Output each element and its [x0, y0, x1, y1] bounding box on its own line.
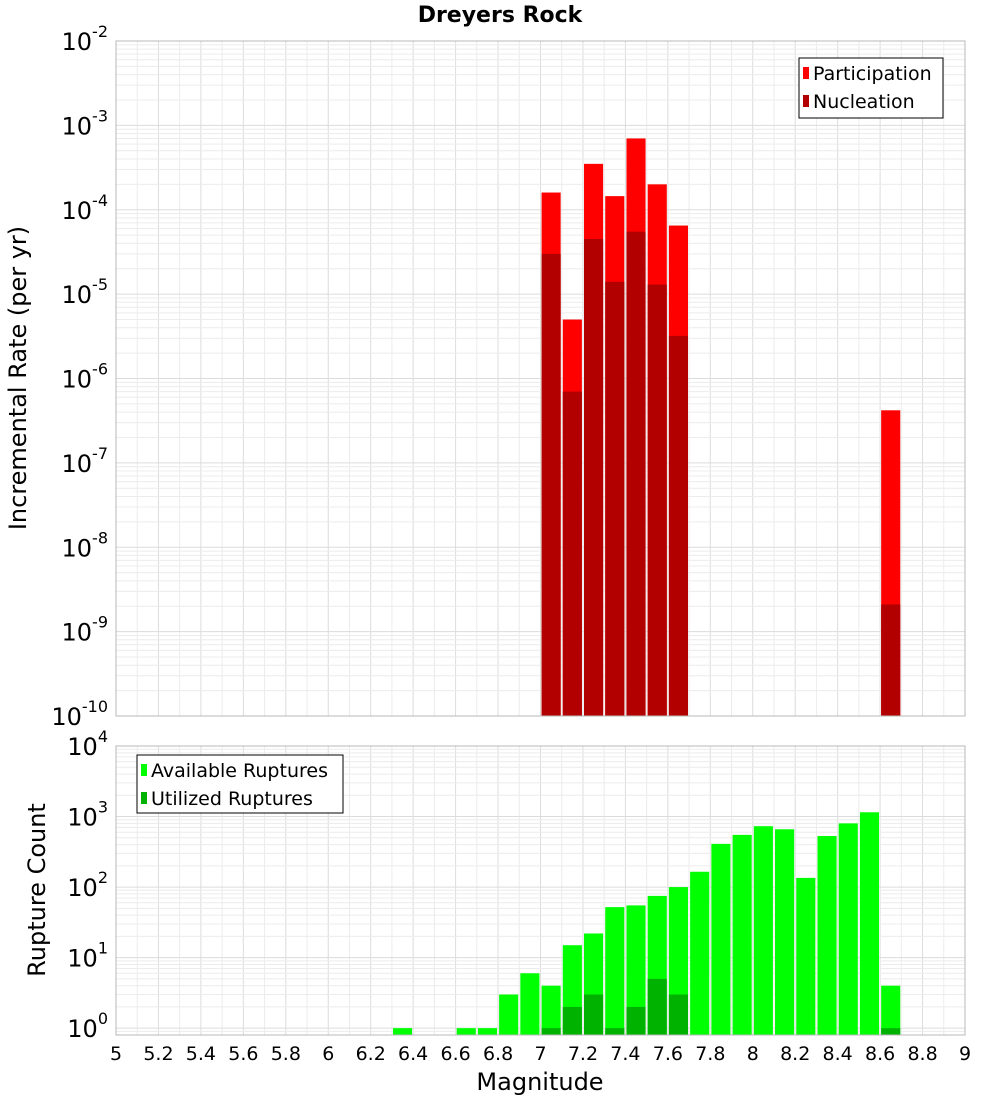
- rate-panel: 10-2 10-3 10-4 10-5 10-6 10-7 10-8 10-9 10-10 Par…: [51, 22, 966, 731]
- count-y-tick-label: 103: [67, 798, 108, 832]
- rate-y-axis-label: Incremental Rate (per yr): [4, 226, 32, 530]
- x-tick-label: 7.2: [568, 1043, 598, 1065]
- count-bar-a: [626, 905, 646, 1035]
- x-tick-label: 9: [959, 1043, 971, 1065]
- count-bar-a: [499, 994, 519, 1035]
- count-bar-a: [605, 907, 625, 1035]
- count-bar-a: [859, 812, 880, 1035]
- x-tick-label: 8.4: [823, 1043, 853, 1065]
- count-bar-a: [690, 871, 710, 1035]
- rate-bar-b: [626, 231, 646, 716]
- count-bar-b: [881, 1028, 901, 1035]
- count-bar-a: [775, 829, 795, 1035]
- count-y-tick-label: 100: [67, 1009, 108, 1043]
- count-bar-b: [668, 994, 689, 1035]
- count-bar-b: [626, 1006, 646, 1035]
- count-y-tick-label: 102: [67, 868, 108, 902]
- rate-legend-label: Nucleation: [813, 91, 915, 113]
- count-bar-a: [838, 823, 858, 1035]
- x-tick-label: 6.2: [356, 1043, 386, 1065]
- rate-y-tick-label: 10-10: [51, 697, 108, 731]
- count-bars: [392, 812, 901, 1035]
- x-tick-label: 8.6: [865, 1043, 895, 1065]
- chart-title: Dreyers Rock: [418, 3, 584, 28]
- rate-legend-swatch: [803, 95, 809, 107]
- rate-y-tick-label: 10-7: [62, 444, 109, 478]
- rate-legend-label: Participation: [813, 63, 932, 85]
- rupture-count-y-axis-label: Rupture Count: [23, 803, 51, 977]
- x-tick-label: 8.2: [780, 1043, 810, 1065]
- rate-legend: Participation Nucleation: [798, 57, 944, 119]
- count-bar-b: [584, 994, 604, 1035]
- x-tick-label: 5.8: [271, 1043, 301, 1065]
- x-axis-label: Magnitude: [476, 1068, 603, 1096]
- x-tick-label: 6.4: [398, 1043, 428, 1065]
- count-bar-b: [647, 978, 667, 1035]
- count-legend: Available Ruptures Utilized Ruptures: [136, 754, 344, 814]
- count-bar-a: [711, 843, 731, 1035]
- count-bar-a: [520, 973, 540, 1035]
- rate-bar-b: [881, 604, 901, 716]
- count-bar-a: [881, 985, 901, 1035]
- rate-bars: [541, 138, 901, 717]
- count-legend-label: Utilized Ruptures: [151, 788, 313, 810]
- count-plot-frame: [115, 745, 966, 1036]
- rate-plot-frame: [115, 40, 966, 717]
- x-tick-label: 8.8: [907, 1043, 937, 1065]
- x-tick-label: 7.8: [695, 1043, 725, 1065]
- rate-y-tick-label: 10-3: [62, 106, 109, 140]
- x-tick-label: 5.2: [143, 1043, 173, 1065]
- rate-y-tick-label: 10-5: [62, 275, 109, 309]
- count-bar-b: [562, 1006, 582, 1035]
- x-tick-label: 6: [322, 1043, 334, 1065]
- count-legend-swatch: [141, 764, 147, 776]
- rate-y-tick-label: 10-8: [62, 528, 109, 562]
- rate-bar-b: [584, 239, 604, 716]
- rate-bar-b: [668, 335, 689, 716]
- rate-legend-swatch: [803, 67, 809, 79]
- x-tick-label: 6.6: [440, 1043, 470, 1065]
- rate-bar-b: [541, 253, 561, 716]
- x-tick-label: 7.4: [610, 1043, 640, 1065]
- count-bar-a: [817, 835, 837, 1035]
- count-bar-a: [477, 1028, 497, 1035]
- rate-y-tick-label: 10-6: [62, 360, 109, 394]
- x-tick-label: 7.6: [653, 1043, 683, 1065]
- rate-legend-box: [798, 57, 944, 119]
- count-y-tick-label: 104: [67, 727, 108, 761]
- count-bar-a: [392, 1028, 413, 1035]
- rate-bar-b: [562, 391, 582, 716]
- count-bar-a: [732, 834, 752, 1035]
- count-y-tick-label: 101: [67, 939, 108, 973]
- count-bar-a: [541, 985, 561, 1035]
- x-tick-label: 5.6: [228, 1043, 258, 1065]
- count-bar-a: [456, 1028, 476, 1035]
- rate-y-tick-label: 10-4: [62, 191, 109, 225]
- x-tick-label: 6.8: [483, 1043, 513, 1065]
- count-bar-b: [605, 1028, 625, 1035]
- count-bar-b: [541, 1028, 561, 1035]
- x-tick-label: 8: [747, 1043, 759, 1065]
- rate-bar-b: [647, 284, 667, 716]
- rate-y-tick-label: 10-2: [62, 22, 109, 56]
- x-tick-label: 7: [534, 1043, 546, 1065]
- count-legend-box: [136, 754, 344, 814]
- count-bar-a: [796, 877, 816, 1035]
- count-legend-swatch: [141, 792, 147, 804]
- count-legend-label: Available Ruptures: [151, 760, 328, 782]
- rate-y-tick-label: 10-9: [62, 613, 109, 647]
- count-bar-a: [753, 826, 773, 1035]
- rate-bar-b: [605, 281, 625, 716]
- rate-grid: [115, 40, 966, 717]
- x-tick-label: 5: [110, 1043, 122, 1065]
- x-tick-label: 5.4: [186, 1043, 216, 1065]
